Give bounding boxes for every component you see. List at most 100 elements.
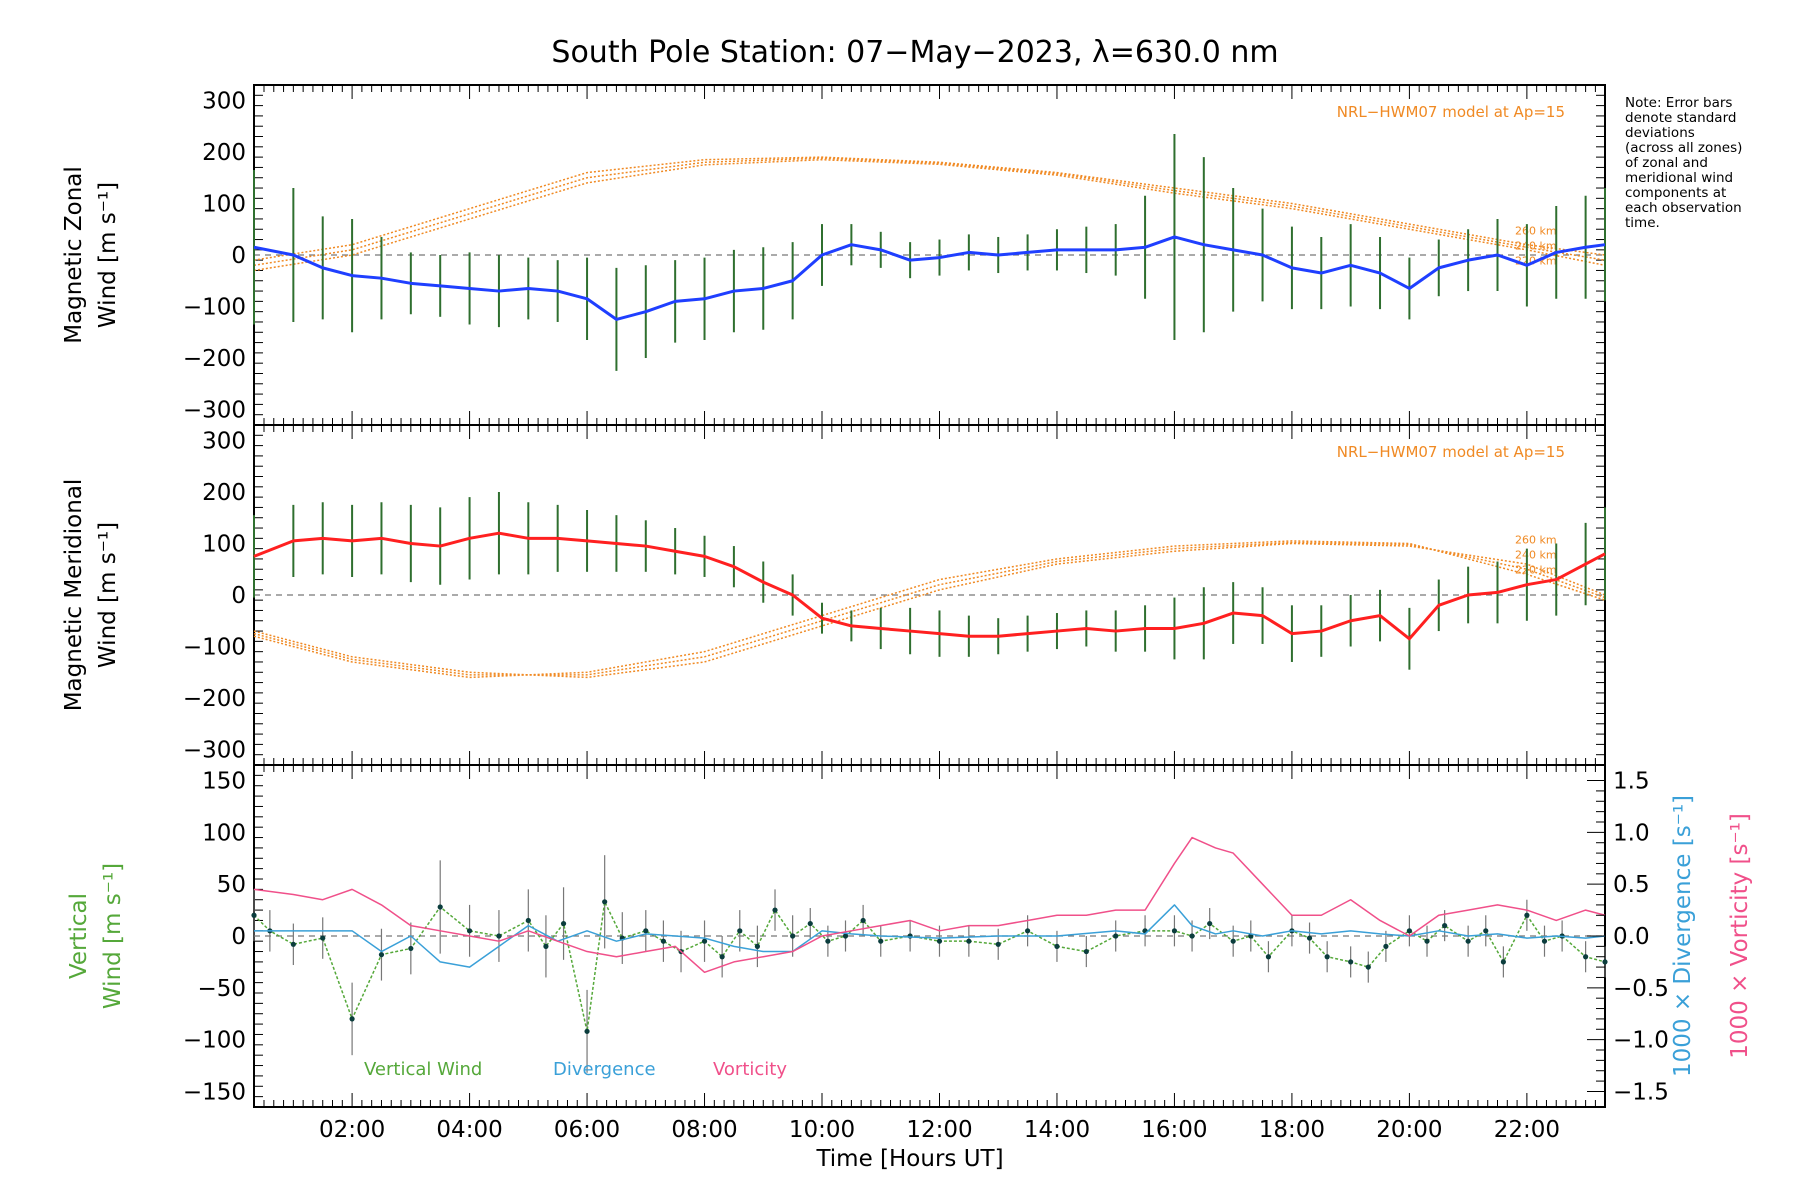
data-point	[584, 1028, 590, 1034]
y-tick-label: −300	[183, 398, 246, 424]
error-bar-note: Note: Error bars denote standard deviati…	[1625, 96, 1795, 231]
data-point	[525, 917, 531, 924]
data-point	[807, 920, 813, 927]
data-point	[825, 938, 831, 944]
note-line: time.	[1625, 215, 1660, 231]
y-axis-label-line: Wind [m s⁻¹]	[100, 863, 126, 1009]
altitude-label: 260 km	[1515, 224, 1557, 237]
data-point	[1083, 948, 1089, 955]
data-point	[643, 928, 649, 934]
model-label: NRL−HWM07 model at Ap=15	[1337, 443, 1565, 461]
data-point	[1424, 938, 1430, 944]
data-point	[1583, 954, 1589, 960]
y-tick-label: 0	[231, 243, 246, 269]
y-tick-label: 0	[231, 583, 246, 609]
model-curve-alt_240	[253, 157, 1606, 267]
model-curve-alt_240	[253, 541, 1606, 676]
data-point	[560, 920, 567, 927]
data-point	[754, 943, 760, 949]
y-tick-label: 100	[202, 820, 246, 846]
model-label: NRL−HWM07 model at Ap=15	[1337, 103, 1565, 121]
y-tick-label: −150	[183, 1079, 246, 1105]
data-point	[860, 917, 866, 924]
x-tick-label: 18:00	[1259, 1117, 1325, 1143]
data-point	[349, 1016, 355, 1022]
y-axis-label: Magnetic Zonal Wind [m s⁻¹]	[61, 166, 121, 344]
series-line-vertical-wind	[253, 901, 1606, 1033]
data-point	[790, 933, 796, 939]
model-curve-alt_220	[253, 158, 1606, 272]
series-line-vorticity	[253, 836, 1606, 974]
x-tick-label: 06:00	[554, 1117, 620, 1143]
y-tick-label: −100	[183, 295, 246, 321]
data-point	[1230, 938, 1236, 944]
data-point	[1207, 920, 1213, 927]
note-line: of zonal and	[1625, 155, 1708, 171]
data-point	[966, 938, 972, 944]
series-line-zonal-wind	[253, 235, 1606, 321]
legend-vorticity: Vorticity	[713, 1059, 787, 1080]
data-point	[1171, 928, 1178, 934]
figure-title: South Pole Station: 07−May−2023, λ=630.0…	[551, 35, 1278, 70]
y-tick-label: 50	[217, 872, 246, 898]
y-axis-label-line: Magnetic Zonal	[61, 166, 87, 344]
data-point	[320, 935, 326, 941]
y2-tick-label: 1.0	[1613, 820, 1650, 846]
y2-tick-label: 0.5	[1613, 872, 1650, 898]
data-point	[995, 941, 1001, 947]
y-axis-label: Vertical Wind [m s⁻¹]	[66, 863, 126, 1009]
data-point	[378, 952, 385, 958]
y-tick-label: 0	[231, 924, 246, 950]
y-tick-label: 300	[202, 428, 246, 454]
x-tick-label: 16:00	[1141, 1117, 1207, 1143]
data-point	[936, 938, 943, 944]
panel-meridional: 300 200 100 0 −100 −200 −300 Magnetic Meridiona…	[61, 424, 1606, 766]
legend-divergence: Divergence	[553, 1059, 656, 1080]
x-tick-label: 08:00	[671, 1117, 737, 1143]
panel-zonal: 300 200 100 0 −100 −200 −300 Magnetic Zonal Wind…	[61, 84, 1606, 426]
data-point	[878, 938, 884, 944]
data-point	[737, 928, 743, 934]
data-point	[1189, 933, 1195, 939]
altitude-label: 260 km	[1515, 533, 1557, 546]
y-tick-label: 200	[202, 140, 246, 166]
x-tick-label: 12:00	[906, 1117, 972, 1143]
model-curve-alt_260	[253, 156, 1606, 261]
data-point	[842, 933, 849, 939]
x-tick-label: 20:00	[1376, 1117, 1442, 1143]
legend-vertical-wind: Vertical Wind	[364, 1059, 482, 1080]
data-point	[1054, 943, 1060, 949]
y-axis-label: Magnetic Meridional Wind [m s⁻¹]	[61, 479, 121, 712]
y-tick-label: 300	[202, 88, 246, 114]
data-point	[1524, 912, 1530, 918]
data-point	[602, 899, 608, 905]
note-line: Note: Error bars	[1625, 95, 1733, 111]
data-point	[660, 938, 667, 944]
series-line-meridional-wind	[253, 531, 1606, 641]
data-point	[1348, 959, 1354, 965]
x-axis-label: Time [Hours UT]	[815, 1146, 1003, 1172]
data-point	[1265, 954, 1272, 960]
x-tick-label: 10:00	[789, 1117, 855, 1143]
data-point	[1383, 943, 1389, 949]
data-point	[719, 954, 725, 960]
y-tick-label: 100	[202, 531, 246, 557]
y-tick-label: 100	[202, 191, 246, 217]
data-point	[437, 904, 443, 910]
data-point	[466, 928, 473, 934]
data-point	[290, 941, 296, 947]
x-tick-label: 14:00	[1024, 1117, 1090, 1143]
data-point	[1483, 928, 1489, 934]
data-point	[1024, 928, 1031, 934]
data-point	[408, 945, 414, 952]
y-axis-label-line: Wind [m s⁻¹]	[95, 182, 121, 328]
data-point	[1406, 928, 1412, 934]
data-point	[251, 912, 257, 918]
y-tick-label: 200	[202, 480, 246, 506]
data-point	[1365, 964, 1371, 970]
panel-vertical: 150 100 50 0 −50 −100 −150 Vertical Wind [m s⁻¹]…	[66, 764, 1753, 1143]
altitude-label: 240 km	[1515, 239, 1557, 252]
y-axis-label-line: Wind [m s⁻¹]	[95, 522, 121, 668]
data-point	[1324, 954, 1330, 960]
